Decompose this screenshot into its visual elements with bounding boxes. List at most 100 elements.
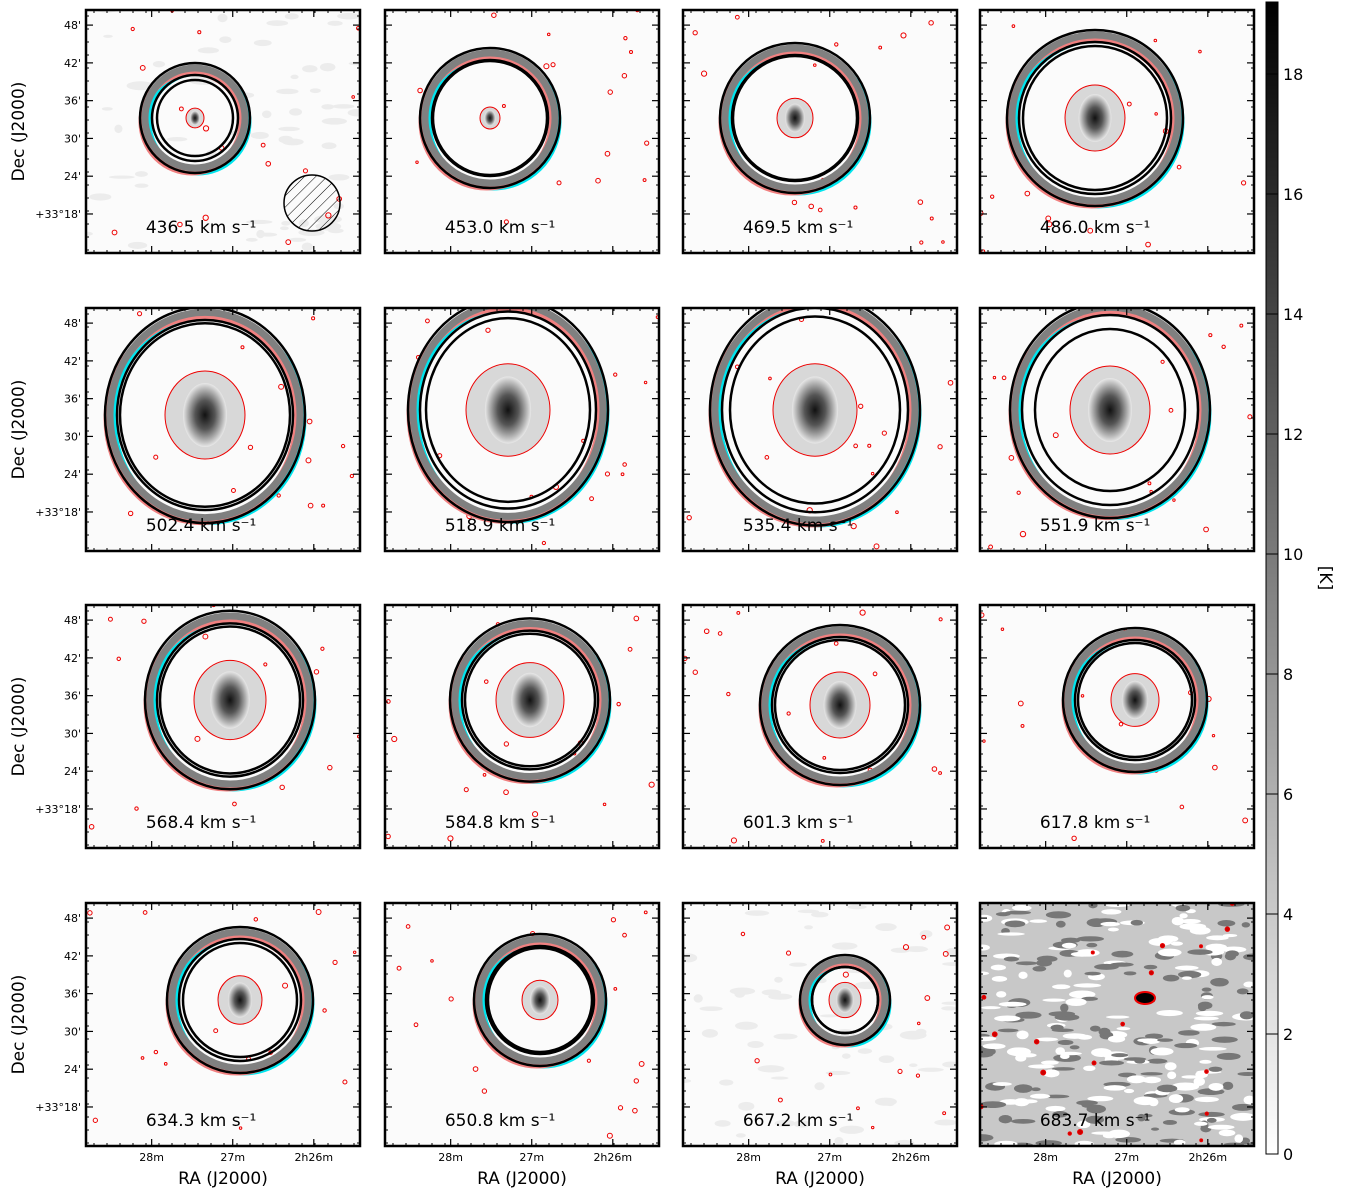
- noise-contour: [483, 679, 489, 684]
- noise: [1086, 942, 1098, 948]
- noise-contour: [820, 838, 825, 843]
- noise: [114, 124, 123, 134]
- noise-contour: [692, 30, 698, 36]
- noise-contour: [463, 787, 469, 793]
- noise: [1060, 1053, 1070, 1060]
- noise-contour: [644, 140, 650, 146]
- colorbar-tick-label: 16: [1283, 185, 1303, 204]
- noise: [1150, 1047, 1174, 1056]
- y-tick-label: +33°18': [35, 208, 81, 221]
- y-tick-label: 30': [64, 132, 81, 145]
- noise: [1069, 990, 1096, 999]
- colorbar-tick-label: 14: [1283, 305, 1303, 324]
- noise-contour: [938, 771, 943, 775]
- noise-contour: [501, 104, 506, 108]
- ring-inner: [728, 315, 902, 505]
- panel-image: [683, 10, 957, 253]
- noise-contour: [1145, 241, 1151, 248]
- noise: [1145, 1033, 1164, 1040]
- noise: [1201, 987, 1212, 992]
- noise: [814, 1082, 825, 1091]
- noise: [1179, 923, 1207, 930]
- noise-contour: [1148, 970, 1154, 976]
- noise: [1164, 1012, 1174, 1016]
- noise: [1048, 1011, 1076, 1017]
- noise-contour: [320, 646, 325, 651]
- channel-panel: 28m 27m 2h26m 667.2 km s⁻¹ RA (J2000): [681, 901, 959, 1189]
- noise: [261, 110, 272, 119]
- noise: [980, 1101, 1007, 1108]
- noise: [841, 1053, 851, 1059]
- noise: [757, 1065, 785, 1073]
- y-tick-label: 36': [64, 393, 81, 406]
- noise-contour: [643, 910, 648, 915]
- noise-contour: [306, 418, 313, 425]
- noise-contour: [808, 203, 815, 210]
- noise: [1081, 996, 1098, 1001]
- noise: [885, 1098, 895, 1107]
- noise: [1015, 1054, 1027, 1062]
- noise-contour: [648, 781, 655, 788]
- noise: [1156, 1084, 1178, 1093]
- noise: [1171, 916, 1184, 926]
- noise-contour: [1159, 943, 1166, 949]
- colorbar-tick-label: 2: [1283, 1025, 1293, 1044]
- blob: [530, 985, 550, 1015]
- noise-contour: [532, 811, 539, 818]
- noise: [302, 65, 318, 73]
- noise-contour: [941, 240, 945, 244]
- ring-mid: [1073, 638, 1197, 762]
- noise: [1174, 1107, 1190, 1113]
- panel-image: [385, 10, 659, 253]
- noise: [1029, 919, 1048, 923]
- x-axis-label: RA (J2000): [178, 1169, 268, 1189]
- noise: [1171, 1082, 1200, 1091]
- ring-outer: [165, 925, 315, 1075]
- noise: [1193, 1077, 1205, 1086]
- noise: [321, 142, 337, 150]
- noise: [127, 241, 148, 249]
- noise: [1174, 1042, 1198, 1049]
- noise: [683, 1078, 692, 1084]
- y-tick-label: 24': [64, 765, 81, 778]
- noise-contour: [491, 12, 497, 18]
- blob: [484, 110, 496, 126]
- noise: [811, 911, 829, 918]
- noise: [1070, 951, 1094, 957]
- panel-frame: [84, 603, 362, 850]
- panel-image: [683, 903, 957, 1146]
- noise-contour: [623, 36, 628, 41]
- noise-contour: [1154, 112, 1158, 116]
- noise-contour: [202, 633, 209, 640]
- noise: [1031, 1087, 1041, 1092]
- noise-contour: [754, 1058, 760, 1064]
- noise: [1181, 1075, 1200, 1079]
- noise-contour: [842, 971, 849, 978]
- noise: [197, 47, 220, 54]
- ring-mid: [150, 73, 240, 163]
- y-tick-label: 48': [64, 614, 81, 627]
- noise: [1243, 1095, 1254, 1105]
- noise: [266, 20, 289, 26]
- blob: [183, 383, 227, 447]
- noise: [1052, 984, 1071, 990]
- noise-contour: [902, 944, 910, 951]
- noise: [1032, 966, 1047, 972]
- noise: [1230, 1112, 1254, 1121]
- noise-contour: [613, 986, 618, 991]
- noise-contour: [692, 669, 698, 675]
- ring-mid: [770, 635, 910, 775]
- noise: [1211, 1021, 1236, 1027]
- ring-outer: [1061, 626, 1209, 774]
- noise-contour: [726, 691, 731, 697]
- noise: [980, 1006, 1001, 1010]
- noise: [1036, 955, 1058, 963]
- noise-contour: [230, 488, 236, 493]
- noise: [282, 138, 304, 146]
- noise: [1086, 1104, 1106, 1114]
- x-axis-label: RA (J2000): [477, 1169, 567, 1189]
- noise-contour: [867, 443, 872, 448]
- noise-contour: [1001, 375, 1007, 381]
- noise: [1101, 909, 1122, 915]
- panel-frame: [84, 901, 362, 1148]
